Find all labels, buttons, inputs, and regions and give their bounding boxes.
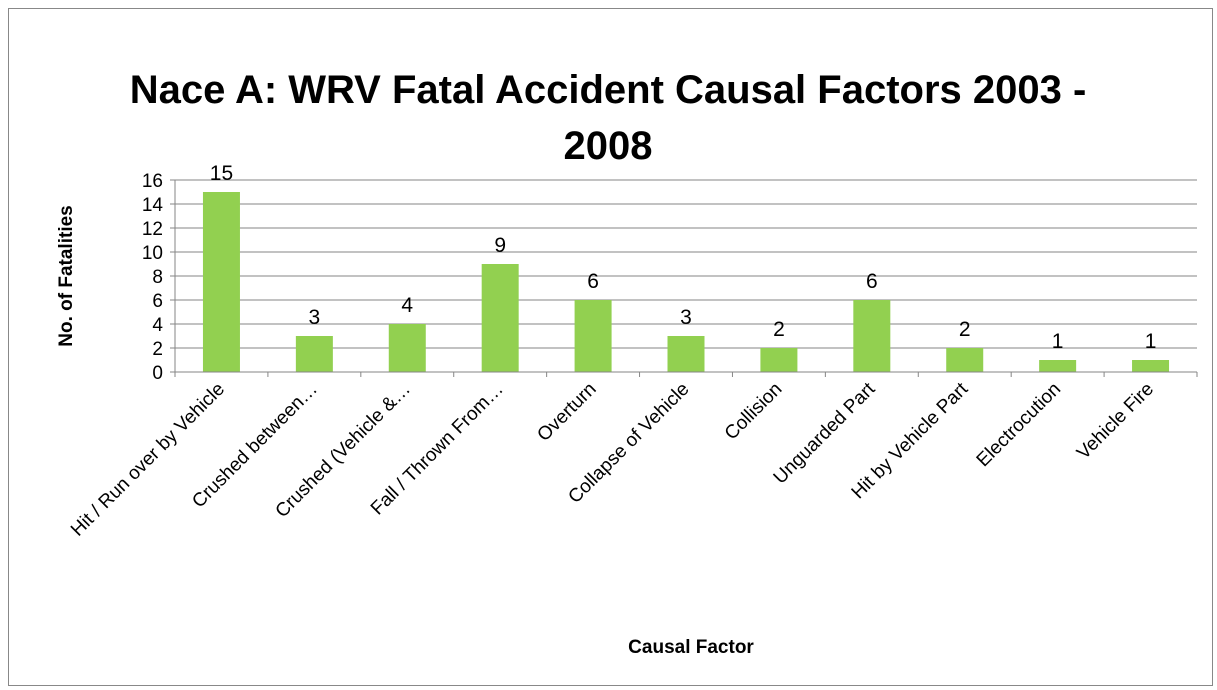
bar (667, 336, 705, 372)
bar (388, 324, 426, 372)
y-tick-label: 6 (152, 291, 163, 312)
value-label: 3 (680, 306, 692, 329)
value-label: 6 (866, 270, 878, 293)
value-label: 1 (1145, 330, 1157, 353)
y-tick-label: 10 (142, 243, 163, 264)
bar (295, 336, 333, 372)
y-tick-label: 8 (152, 267, 163, 288)
y-tick-label: 16 (142, 171, 163, 192)
value-label: 6 (587, 270, 599, 293)
chart-title: Nace A: WRV Fatal Accident Causal Factor… (129, 68, 1087, 168)
y-tick-label: 2 (152, 339, 163, 360)
bar (481, 264, 519, 372)
value-label: 2 (773, 318, 785, 341)
value-label: 2 (959, 318, 971, 341)
y-tick-label: 14 (142, 195, 164, 216)
bar (574, 300, 612, 372)
bar (760, 348, 798, 372)
y-tick-label: 12 (142, 219, 163, 240)
y-tick-label: 4 (152, 315, 163, 336)
value-label: 1 (1052, 330, 1064, 353)
y-axis-title: No. of Fatalities (56, 205, 77, 346)
value-label: 3 (309, 306, 321, 329)
x-axis-title: Causal Factor (628, 637, 754, 658)
bar (202, 192, 240, 372)
bar (946, 348, 984, 372)
bar (853, 300, 891, 372)
y-tick-label: 0 (152, 363, 163, 384)
bar (1132, 360, 1170, 372)
value-label: 9 (494, 234, 506, 257)
value-label: 15 (210, 162, 233, 185)
value-label: 4 (401, 294, 413, 317)
bar (1039, 360, 1077, 372)
